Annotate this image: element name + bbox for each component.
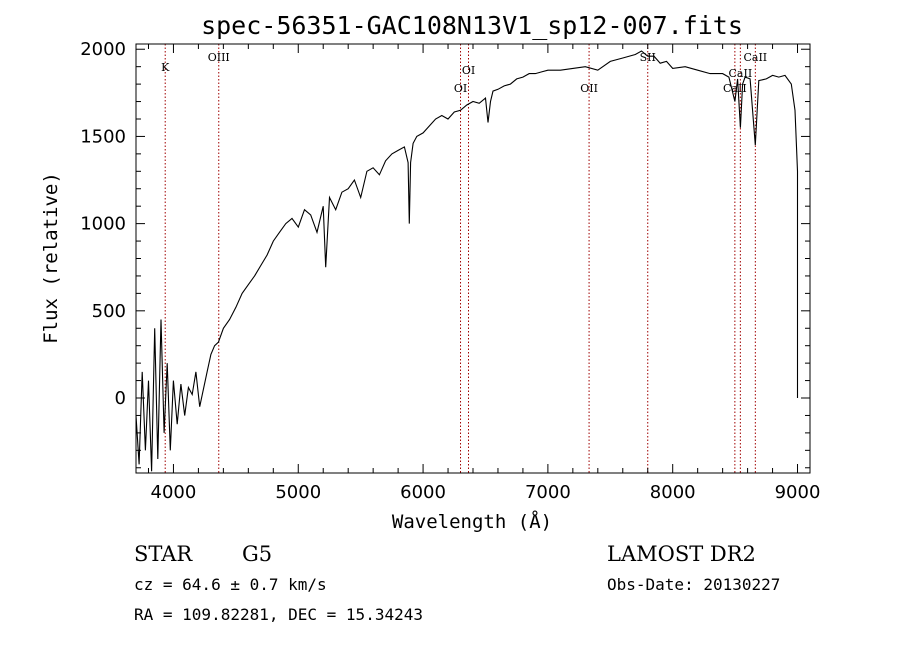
x-tick-label: 9000 [775, 482, 821, 503]
redshift-text: cz = 64.6 ± 0.7 km/s [134, 575, 327, 594]
x-tick-label: 8000 [650, 482, 696, 503]
obs-date-text: Obs-Date: 20130227 [607, 575, 780, 594]
y-axis-label: Flux (relative) [40, 172, 62, 344]
marker-label: OIII [208, 51, 230, 64]
x-tick-label: 5000 [275, 482, 321, 503]
object-subclass: G5 [242, 542, 272, 566]
marker-label: K [161, 61, 170, 74]
marker-label: CaII [729, 67, 753, 80]
y-tick-label: 1000 [80, 214, 126, 235]
x-tick-label: 7000 [525, 482, 571, 503]
y-axis-ticks: 0 500 1000 1500 2000 [80, 39, 810, 469]
chart-title: spec-56351-GAC108N13V1_sp12-007.fits [201, 11, 743, 40]
survey-name: LAMOST DR2 [607, 542, 756, 566]
spectral-line-markers: K OIII OI OI OII SII CaII CaII CaII [161, 44, 767, 473]
marker-label: OI [462, 64, 475, 77]
plot-frame [135, 43, 811, 474]
object-class: STAR [134, 542, 193, 566]
marker-label: CaII [743, 51, 767, 64]
x-tick-label: 6000 [400, 482, 446, 503]
y-tick-label: 500 [92, 301, 126, 322]
y-tick-label: 2000 [80, 39, 126, 60]
x-axis-label: Wavelength (Å) [392, 510, 552, 533]
x-tick-label: 4000 [151, 482, 197, 503]
x-axis-ticks: 4000 5000 6000 7000 8000 9000 [147, 44, 821, 503]
y-tick-label: 1500 [80, 126, 126, 147]
y-tick-label: 0 [115, 388, 126, 409]
marker-label: CaII [723, 82, 747, 95]
coordinates-text: RA = 109.82281, DEC = 15.34243 [134, 605, 423, 624]
marker-label: SII [640, 51, 656, 64]
marker-label: OII [580, 82, 598, 95]
spectrum-line [135, 50, 799, 472]
marker-label: OI [454, 82, 467, 95]
